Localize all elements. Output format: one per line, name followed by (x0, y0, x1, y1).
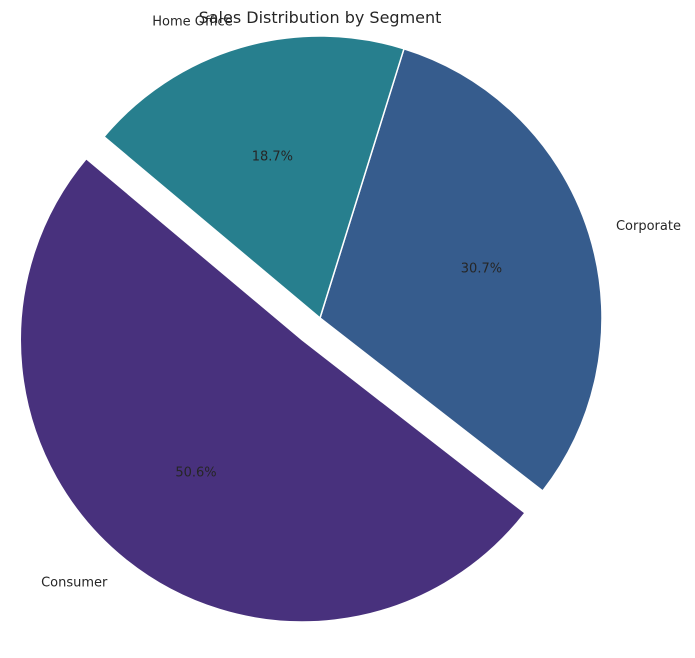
pie-slice-corporate (319, 47, 603, 493)
pie-slice-consumer (19, 157, 527, 623)
chart-title: Sales Distribution by Segment (198, 8, 442, 27)
pct-label-consumer: 50.6% (175, 466, 216, 481)
slice-label-corporate: Corporate (616, 219, 681, 234)
slice-label-consumer: Consumer (41, 575, 108, 590)
pie-slice-home-office (102, 35, 405, 320)
pct-label-home-office: 18.7% (252, 150, 293, 165)
slice-label-home-office: Home Office (152, 14, 232, 29)
pct-label-corporate: 30.7% (461, 261, 502, 276)
